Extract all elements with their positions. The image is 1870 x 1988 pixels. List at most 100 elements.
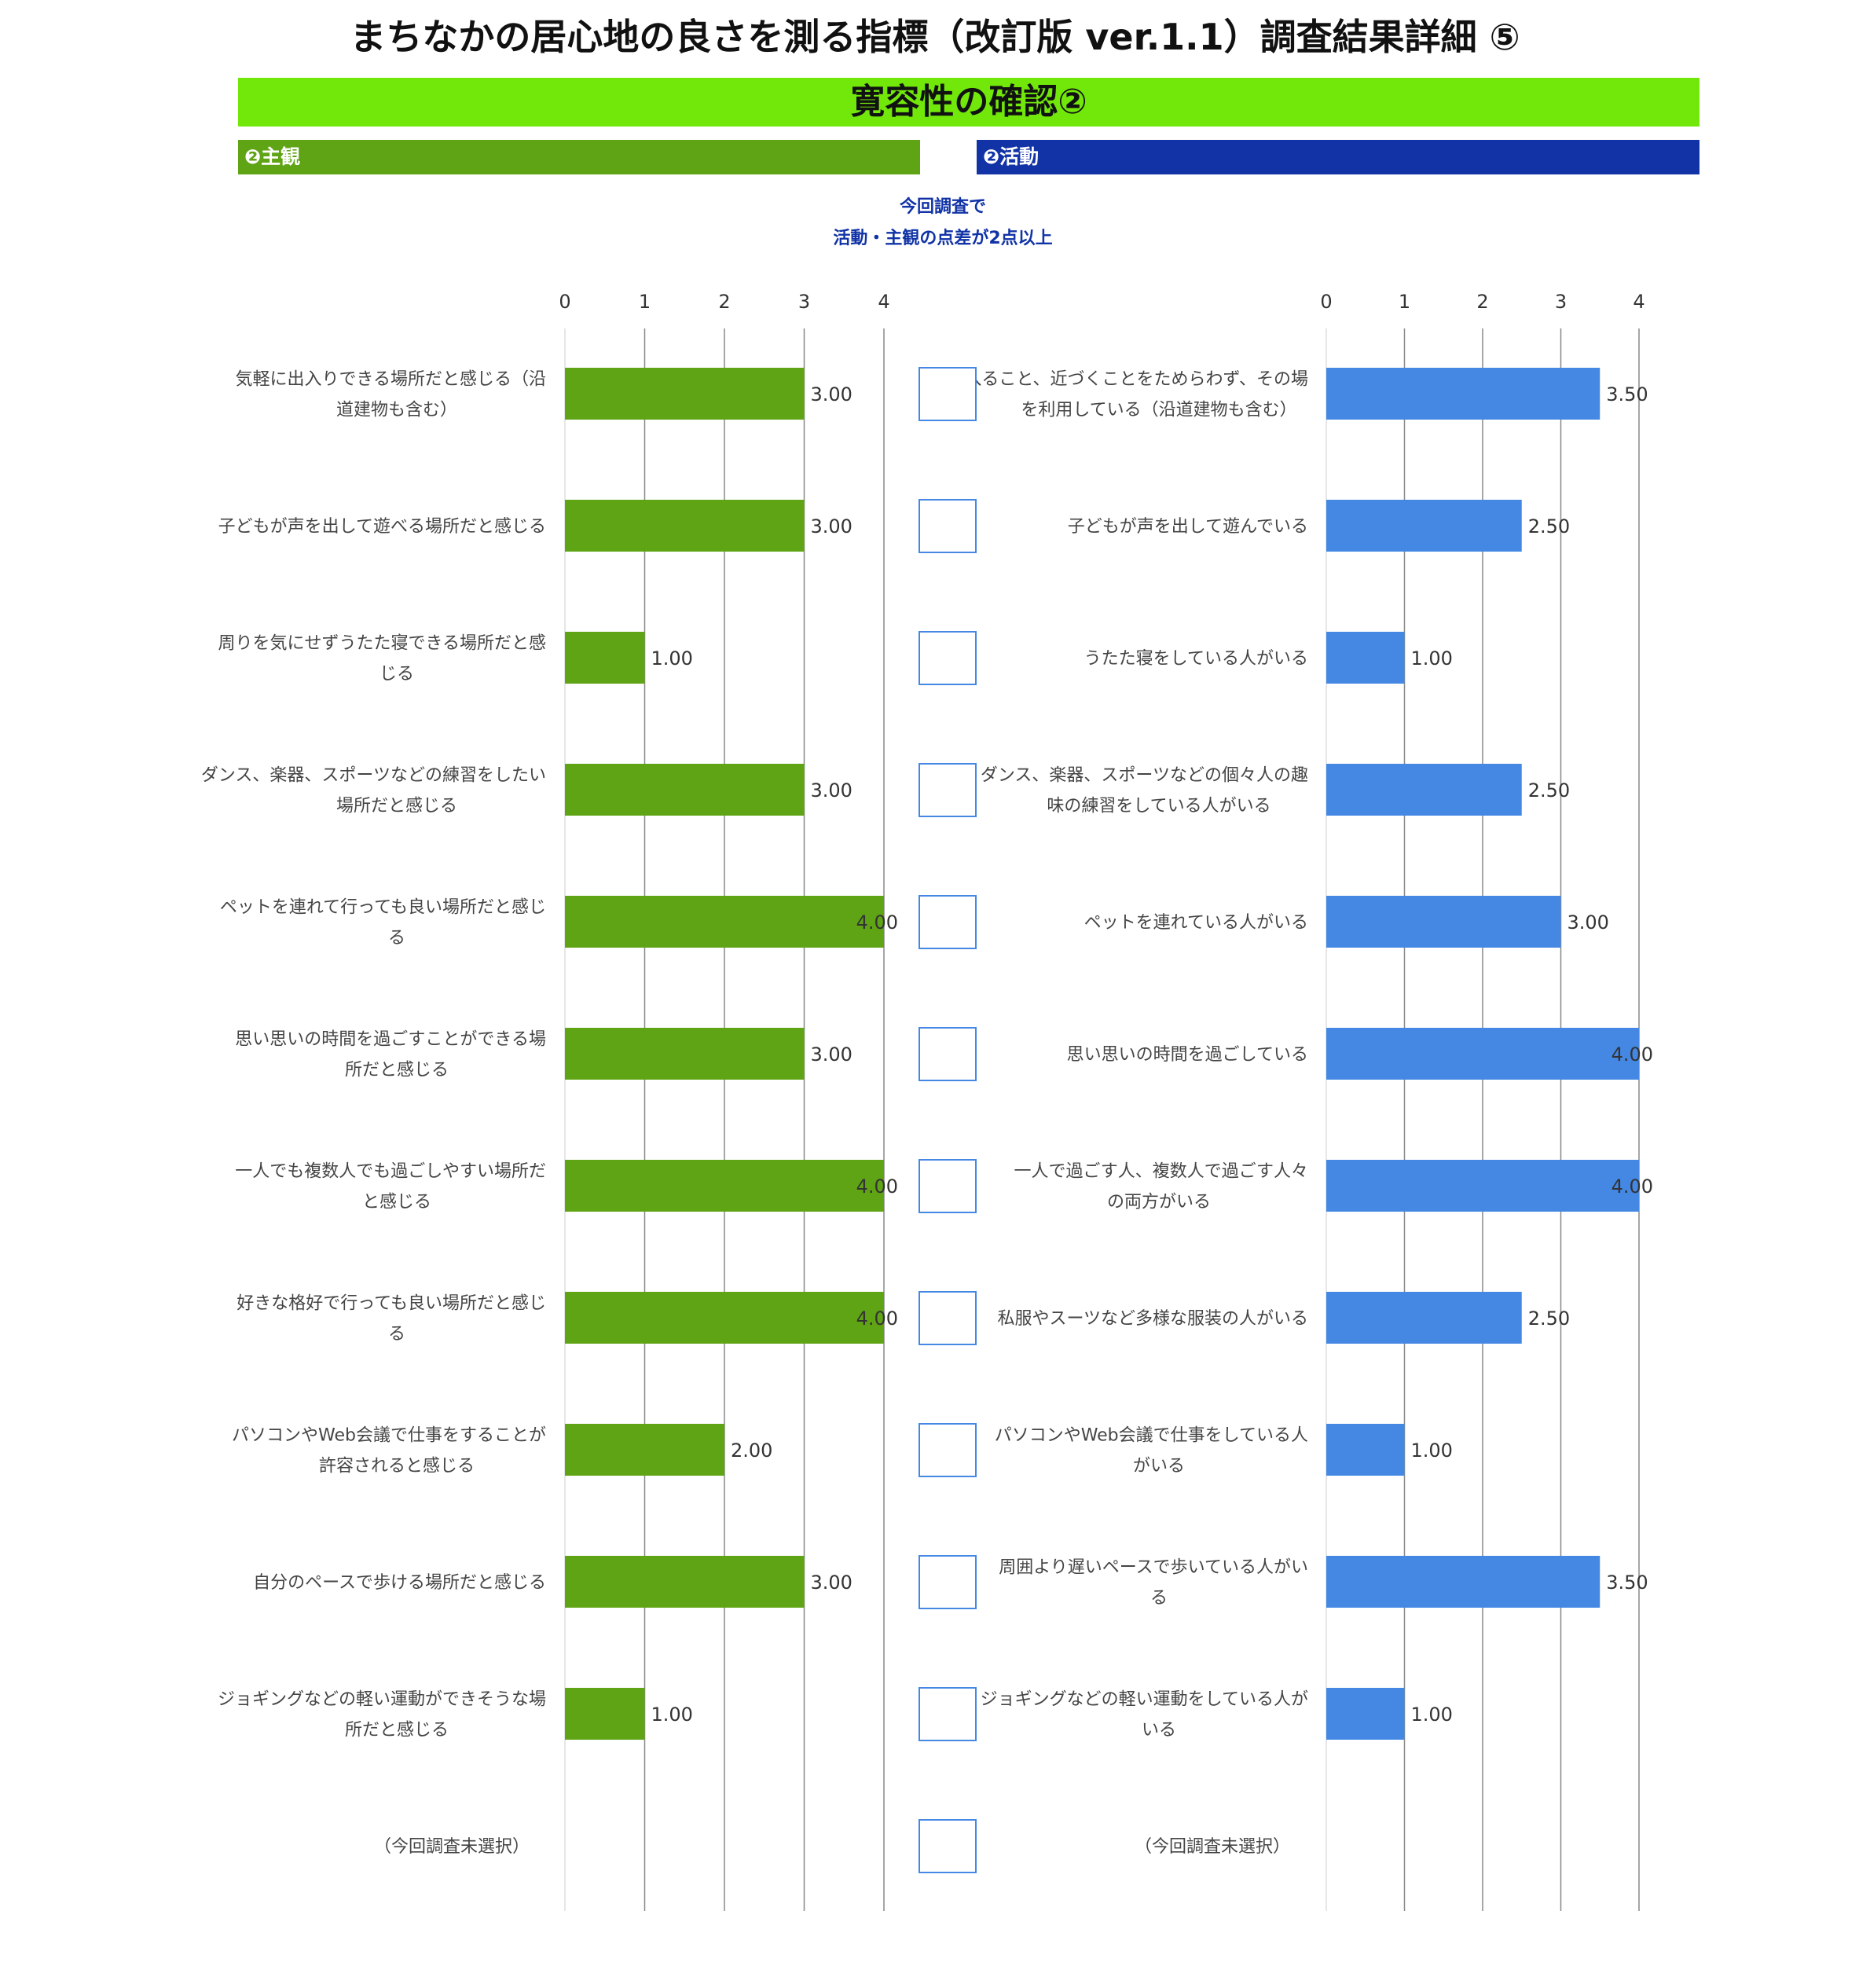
left-bar-1: [565, 500, 805, 552]
left-value-label-4: 4.00: [856, 911, 898, 933]
left-bar-4: [565, 896, 884, 948]
right-bar-7: [1326, 1292, 1522, 1344]
left-bar-0: [565, 368, 805, 420]
left-value-label-6: 4.00: [856, 1176, 898, 1198]
row-checkbox-0[interactable]: [918, 367, 977, 421]
row-checkbox-3[interactable]: [918, 763, 977, 817]
left-category-label-6-line-1: と感じる: [362, 1193, 431, 1212]
right-value-label-1: 2.50: [1528, 515, 1570, 537]
left-category-label-2-line-0: 周りを気にせずうたた寝できる場所だと感: [218, 634, 546, 654]
right-category-label-4-line-0: ペットを連れている人がいる: [1084, 913, 1308, 933]
right-bar-0: [1326, 368, 1600, 420]
left-category-label-2-line-1: じる: [380, 665, 414, 684]
right-category-label-9-line-1: る: [1150, 1589, 1168, 1608]
left-value-label-5: 3.00: [811, 1044, 852, 1066]
right-value-label-3: 2.50: [1528, 779, 1570, 801]
left-value-label-7: 4.00: [856, 1308, 898, 1330]
left-bar-6: [565, 1160, 884, 1212]
right-category-label-10-line-0: ジョギングなどの軽い運動をしている人が: [981, 1690, 1308, 1710]
right-bar-5: [1326, 1028, 1639, 1080]
left-category-label-7-line-1: る: [388, 1325, 405, 1344]
right-category-label-3-line-0: ダンス、楽器、スポーツなどの個々人の趣: [981, 766, 1308, 786]
right-value-label-6: 4.00: [1612, 1176, 1653, 1198]
left-tick-label-2: 2: [718, 291, 730, 313]
right-bar-10: [1326, 1688, 1405, 1740]
right-bar-8: [1326, 1424, 1405, 1476]
left-value-label-8: 2.00: [731, 1440, 772, 1462]
right-category-label-6-line-1: の両方がいる: [1107, 1193, 1211, 1212]
row-checkbox-8[interactable]: [918, 1423, 977, 1477]
left-bar-7: [565, 1292, 884, 1344]
left-tick-label-4: 4: [878, 291, 889, 313]
left-category-label-5-line-0: 思い思いの時間を過ごすことができる場: [235, 1030, 546, 1050]
left-category-label-9-line-0: 自分のペースで歩ける場所だと感じる: [253, 1573, 546, 1593]
left-category-label-0-line-1: 道建物も含む）: [336, 401, 457, 420]
right-tick-label-0: 0: [1320, 291, 1332, 313]
row-checkbox-7[interactable]: [918, 1291, 977, 1345]
left-category-label-6-line-0: 一人でも複数人でも過ごしやすい場所だ: [235, 1162, 546, 1182]
right-category-label-0-line-0: 入ること、近づくことをためらわず、その場: [964, 370, 1308, 390]
page-title: まちなかの居心地の良さを測る指標（改訂版 ver.1.1）調査結果詳細 ⑤: [350, 16, 1520, 58]
right-category-label-9-line-0: 周囲より遅いペースで歩いている人がい: [999, 1558, 1308, 1578]
left-category-label-8-line-0: パソコンやWeb会議で仕事をすることが: [232, 1426, 546, 1446]
right-value-label-10: 1.00: [1411, 1704, 1453, 1726]
left-value-label-1: 3.00: [811, 515, 852, 537]
left-category-label-11-line-0: （今回調査未選択）: [374, 1837, 530, 1857]
left-bar-5: [565, 1028, 805, 1080]
left-category-label-5-line-1: 所だと感じる: [345, 1061, 449, 1080]
left-panel-header: ❷主観: [238, 140, 920, 174]
row-checkbox-2[interactable]: [918, 631, 977, 685]
criteria-note: 今回調査で 活動・主観の点差が2点以上: [746, 192, 1139, 255]
left-tick-label-0: 0: [559, 291, 570, 313]
right-value-label-7: 2.50: [1528, 1308, 1570, 1330]
left-bar-3: [565, 764, 805, 816]
left-value-label-0: 3.00: [811, 383, 852, 405]
right-value-label-9: 3.50: [1606, 1572, 1648, 1594]
left-value-label-10: 1.00: [651, 1704, 693, 1726]
left-bar-2: [565, 632, 645, 684]
right-bar-9: [1326, 1556, 1600, 1608]
row-checkbox-1[interactable]: [918, 499, 977, 553]
left-tick-label-3: 3: [798, 291, 810, 313]
right-bar-4: [1326, 896, 1561, 948]
right-category-label-0-line-1: を利用している（沿道建物も含む）: [1021, 401, 1296, 420]
row-checkbox-11[interactable]: [918, 1819, 977, 1873]
left-category-label-7-line-0: 好きな格好で行っても良い場所だと感じ: [236, 1294, 546, 1314]
left-bar-8: [565, 1424, 724, 1476]
left-category-label-3-line-1: 場所だと感じる: [336, 797, 457, 816]
left-tick-label-1: 1: [639, 291, 651, 313]
left-bar-9: [565, 1556, 805, 1608]
right-tick-label-2: 2: [1476, 291, 1488, 313]
right-tick-label-4: 4: [1633, 291, 1644, 313]
right-category-label-2-line-0: うたた寝をしている人がいる: [1084, 649, 1308, 669]
left-category-label-8-line-1: 許容されると感じる: [319, 1457, 475, 1476]
right-bar-6: [1326, 1160, 1639, 1212]
left-value-label-2: 1.00: [651, 647, 693, 669]
right-value-label-4: 3.00: [1568, 911, 1609, 933]
left-value-label-3: 3.00: [811, 779, 852, 801]
right-category-label-6-line-0: 一人で過ごす人、複数人で過ごす人々: [1014, 1162, 1308, 1182]
row-checkbox-4[interactable]: [918, 895, 977, 949]
right-bar-2: [1326, 632, 1405, 684]
right-tick-label-3: 3: [1555, 291, 1567, 313]
criteria-note-line-1: 今回調査で: [899, 197, 986, 217]
section-banner: 寛容性の確認②: [238, 78, 1700, 127]
left-category-label-3-line-0: ダンス、楽器、スポーツなどの練習をしたい: [201, 766, 546, 786]
right-value-label-5: 4.00: [1612, 1044, 1653, 1066]
row-checkbox-5[interactable]: [918, 1027, 977, 1081]
right-value-label-2: 1.00: [1411, 647, 1453, 669]
left-value-label-9: 3.00: [811, 1572, 852, 1594]
row-checkbox-6[interactable]: [918, 1159, 977, 1213]
right-category-label-3-line-1: 味の練習をしている人がいる: [1047, 797, 1270, 816]
right-tick-label-1: 1: [1399, 291, 1410, 313]
left-bar-10: [565, 1688, 645, 1740]
criteria-note-line-2: 活動・主観の点差が2点以上: [833, 229, 1053, 248]
right-category-label-10-line-1: いる: [1142, 1721, 1176, 1740]
left-category-label-4-line-1: る: [388, 929, 405, 948]
row-checkbox-9[interactable]: [918, 1555, 977, 1609]
right-category-label-8-line-1: がいる: [1133, 1457, 1185, 1476]
left-category-label-10-line-1: 所だと感じる: [345, 1721, 449, 1740]
row-checkbox-10[interactable]: [918, 1687, 977, 1741]
right-category-label-5-line-0: 思い思いの時間を過ごしている: [1067, 1045, 1308, 1065]
